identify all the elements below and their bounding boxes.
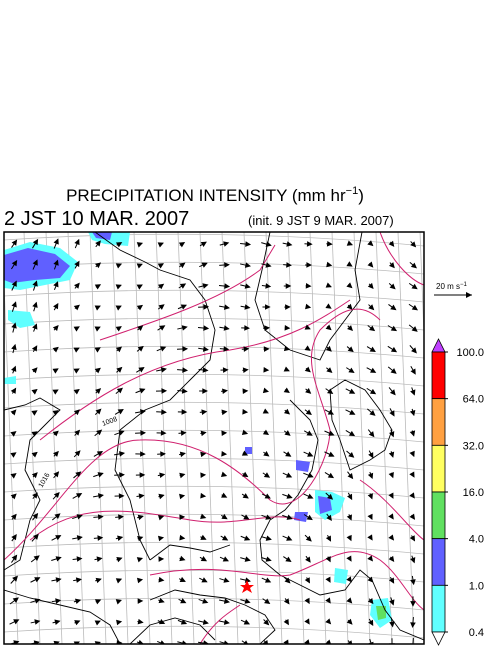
longitude-line (68, 232, 84, 644)
latitude-line (4, 514, 424, 526)
location-star (240, 580, 254, 593)
colorbar-segment (432, 539, 445, 586)
longitude-line (288, 232, 304, 644)
latitude-line (4, 570, 424, 582)
map-title: PRECIPITATION INTENSITY (mm hr−1) (66, 185, 364, 205)
latitude-line (4, 486, 424, 498)
isobar-label: 1008 (101, 416, 118, 428)
colorbar-segment (432, 352, 445, 399)
colorbar-segment (432, 399, 445, 446)
colorbar-under (432, 632, 445, 645)
colorbar-tick-label: 16.0 (463, 487, 484, 499)
longitude-line (134, 232, 150, 644)
latitude-line (4, 430, 424, 442)
init-time: (init. 9 JST 9 MAR. 2007) (248, 213, 394, 228)
colorbar-tick-label: 64.0 (463, 394, 484, 406)
colorbar-segment (432, 585, 445, 632)
isobar-label: 1016 (38, 472, 52, 489)
longitude-line (354, 232, 370, 644)
reference-vector: 20 m s−1 (434, 282, 472, 298)
valid-time: 2 JST 10 MAR. 2007 (4, 208, 189, 230)
longitude-line (46, 232, 62, 644)
latitude-line (4, 626, 424, 638)
colorbar-tick-label: 32.0 (463, 440, 484, 452)
longitude-line (178, 232, 194, 644)
colorbar-segment (432, 445, 445, 492)
colorbar-segment (432, 492, 445, 539)
colorbar-tick-label: 1.0 (469, 580, 484, 592)
colorbar: 100.0 64.0 32.0 16.0 4.0 1.0 0.4 (432, 339, 484, 645)
latitude-line (4, 290, 424, 302)
colorbar-tick-label: 0.4 (469, 627, 484, 639)
longitude-line (112, 232, 128, 644)
reference-label: 20 m s−1 (436, 282, 468, 291)
latitude-line (4, 374, 424, 386)
colorbar-tick-label: 4.0 (469, 534, 484, 546)
longitude-line (156, 232, 172, 644)
colorbar-tick-label: 100.0 (456, 347, 484, 359)
map-area: 1008 1016 (0, 232, 458, 650)
colorbar-over (432, 339, 445, 352)
